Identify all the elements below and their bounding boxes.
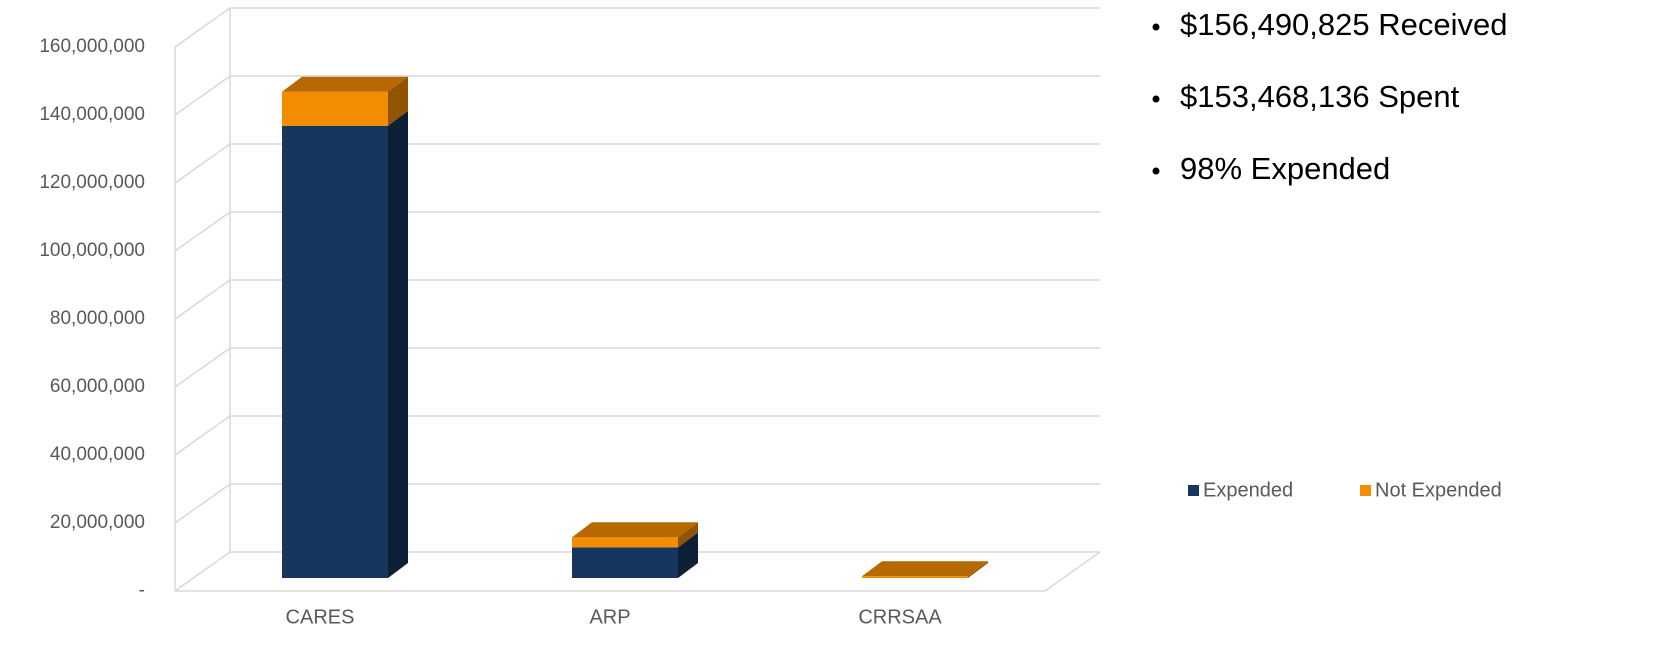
bar [282, 91, 388, 126]
bar-top [862, 561, 988, 577]
grid-line [174, 415, 1100, 456]
y-tick-label: 20,000,000 [50, 512, 145, 533]
bar-side [388, 76, 408, 126]
grid-line [174, 7, 1100, 48]
x-tick-label: ARP [589, 606, 630, 628]
bar-side [678, 522, 698, 548]
y-tick-label: - [139, 580, 145, 601]
y-tick-label: 160,000,000 [39, 36, 145, 57]
bar [282, 125, 388, 579]
bullet-dot [1152, 167, 1160, 175]
bullet-dot [1152, 95, 1160, 103]
grid-line [174, 279, 1100, 320]
grid-line [174, 551, 1100, 592]
grid-line [174, 483, 1100, 524]
x-tick-label: CARES [286, 606, 355, 628]
legend-swatch [1188, 485, 1199, 496]
bullet-text: $153,468,136 Spent [1180, 79, 1460, 114]
axis-line [1044, 551, 1101, 592]
x-tick-label: CRRSAA [858, 606, 942, 628]
bar [862, 576, 968, 578]
grid-line [174, 143, 1100, 184]
grid-line [174, 75, 1100, 116]
bar [572, 537, 678, 548]
bar-top [572, 522, 698, 538]
bar-top [282, 76, 408, 92]
y-tick-label: 120,000,000 [39, 172, 145, 193]
bar-side [678, 532, 698, 578]
y-tick-label: 100,000,000 [39, 240, 145, 261]
bar-side [388, 110, 408, 579]
bullet-text: $156,490,825 Received [1180, 7, 1507, 42]
y-tick-label: 80,000,000 [50, 308, 145, 329]
legend-label: Not Expended [1375, 479, 1502, 501]
legend-swatch [1360, 485, 1371, 496]
grid-line [174, 211, 1100, 252]
grid-line [174, 347, 1100, 388]
bar [572, 547, 678, 578]
y-tick-label: 40,000,000 [50, 444, 145, 465]
y-tick-label: 60,000,000 [50, 376, 145, 397]
legend-label: Expended [1203, 479, 1293, 501]
bar-side [968, 561, 988, 578]
y-tick-label: 140,000,000 [39, 104, 145, 125]
bullet-dot [1152, 23, 1160, 31]
bullet-text: 98% Expended [1180, 151, 1390, 186]
